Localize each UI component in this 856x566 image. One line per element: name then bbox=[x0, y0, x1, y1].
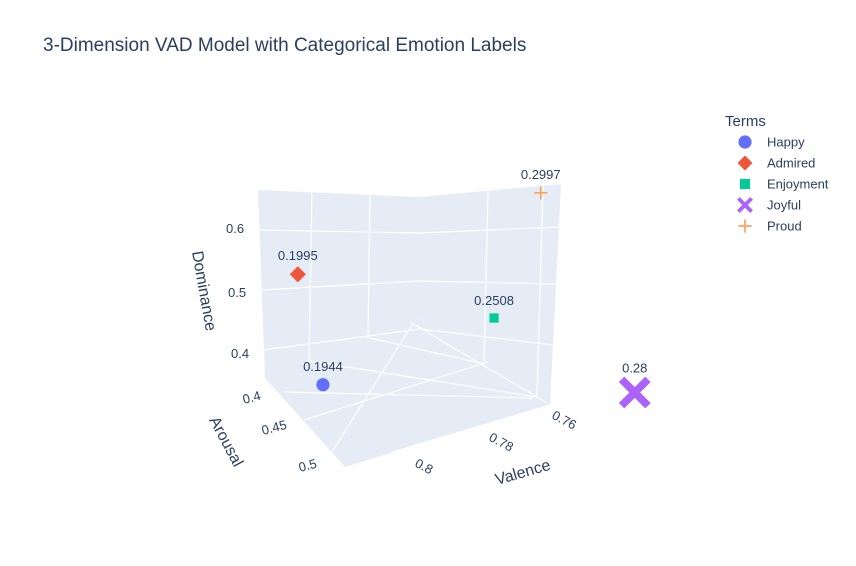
y-tick-label: 0.45 bbox=[260, 417, 288, 438]
data-point-admired bbox=[289, 266, 306, 283]
grid-line bbox=[409, 321, 548, 404]
grid-line bbox=[419, 226, 560, 234]
grid-line bbox=[419, 328, 554, 346]
grid-line bbox=[536, 185, 544, 398]
legend-swatch-enjoyment bbox=[739, 178, 751, 190]
grid-line bbox=[308, 191, 313, 362]
y-axis-title: Arousal bbox=[205, 414, 245, 470]
grid-line bbox=[419, 280, 557, 285]
legend-swatch-proud bbox=[738, 219, 752, 233]
legend-label: Proud bbox=[767, 219, 802, 234]
right-wall-pane bbox=[420, 184, 561, 405]
legend-label: Happy bbox=[767, 135, 805, 150]
legend-label: Admired bbox=[767, 156, 815, 171]
legend: Terms Happy Admired Enjoyment Joyful Proud bbox=[725, 113, 829, 234]
legend-swatch-joyful bbox=[737, 197, 753, 213]
legend-swatch-admired bbox=[737, 155, 753, 171]
legend-item-admired[interactable]: Admired bbox=[737, 155, 816, 171]
legend-item-joyful[interactable]: Joyful bbox=[737, 197, 801, 213]
y-tick-label: 0.4 bbox=[241, 388, 262, 407]
data-marks bbox=[289, 186, 651, 409]
data-label-admired: 0.1995 bbox=[278, 248, 318, 263]
grid-line bbox=[303, 361, 489, 421]
grid-line bbox=[369, 337, 485, 365]
legend-item-proud[interactable]: Proud bbox=[738, 219, 802, 234]
scene-panes bbox=[258, 184, 561, 467]
data-label-proud: 0.2997 bbox=[521, 167, 561, 182]
grid-line bbox=[260, 280, 421, 291]
data-point-proud bbox=[534, 186, 548, 200]
data-point-enjoyment bbox=[489, 313, 499, 323]
grid-line bbox=[483, 190, 489, 365]
grid-line bbox=[258, 229, 421, 234]
x-tick-label: 0.78 bbox=[487, 429, 516, 454]
z-axis-title: Dominance bbox=[188, 250, 219, 333]
legend-items: Happy Admired Enjoyment Joyful Proud bbox=[737, 135, 829, 234]
back-wall-pane bbox=[258, 190, 420, 378]
z-tick-label: 0.5 bbox=[228, 285, 246, 300]
x-axis-title: Valence bbox=[493, 457, 552, 489]
legend-title: Terms bbox=[725, 113, 766, 130]
grid-line bbox=[392, 404, 551, 453]
y-tick-label: 0.5 bbox=[297, 456, 318, 475]
x-tick-label: 0.76 bbox=[550, 407, 579, 432]
floor-pane bbox=[265, 318, 550, 467]
legend-item-enjoyment[interactable]: Enjoyment bbox=[739, 177, 829, 192]
grid-line bbox=[308, 360, 538, 398]
legend-swatch-happy bbox=[738, 135, 752, 149]
grid-line bbox=[284, 391, 533, 399]
z-tick-label: 0.6 bbox=[226, 221, 244, 236]
grid-line bbox=[262, 328, 421, 351]
data-label-joyful: 0.28 bbox=[622, 360, 647, 375]
data-label-happy: 0.1944 bbox=[303, 359, 343, 374]
grid-lines bbox=[258, 185, 560, 456]
z-tick-label: 0.4 bbox=[231, 346, 249, 361]
grid-line bbox=[367, 194, 371, 339]
data-labels: 0.1944 0.1995 0.2508 0.28 0.2997 bbox=[278, 167, 647, 375]
legend-label: Enjoyment bbox=[767, 177, 829, 192]
legend-label: Joyful bbox=[767, 198, 801, 213]
legend-item-happy[interactable]: Happy bbox=[738, 135, 805, 150]
data-point-happy bbox=[316, 378, 330, 392]
x-tick-label: 0.8 bbox=[413, 455, 436, 477]
data-label-enjoyment: 0.2508 bbox=[474, 293, 514, 308]
data-point-joyful bbox=[618, 376, 651, 409]
grid-line bbox=[329, 324, 413, 456]
chart-title: 3-Dimension VAD Model with Categorical E… bbox=[43, 35, 526, 56]
